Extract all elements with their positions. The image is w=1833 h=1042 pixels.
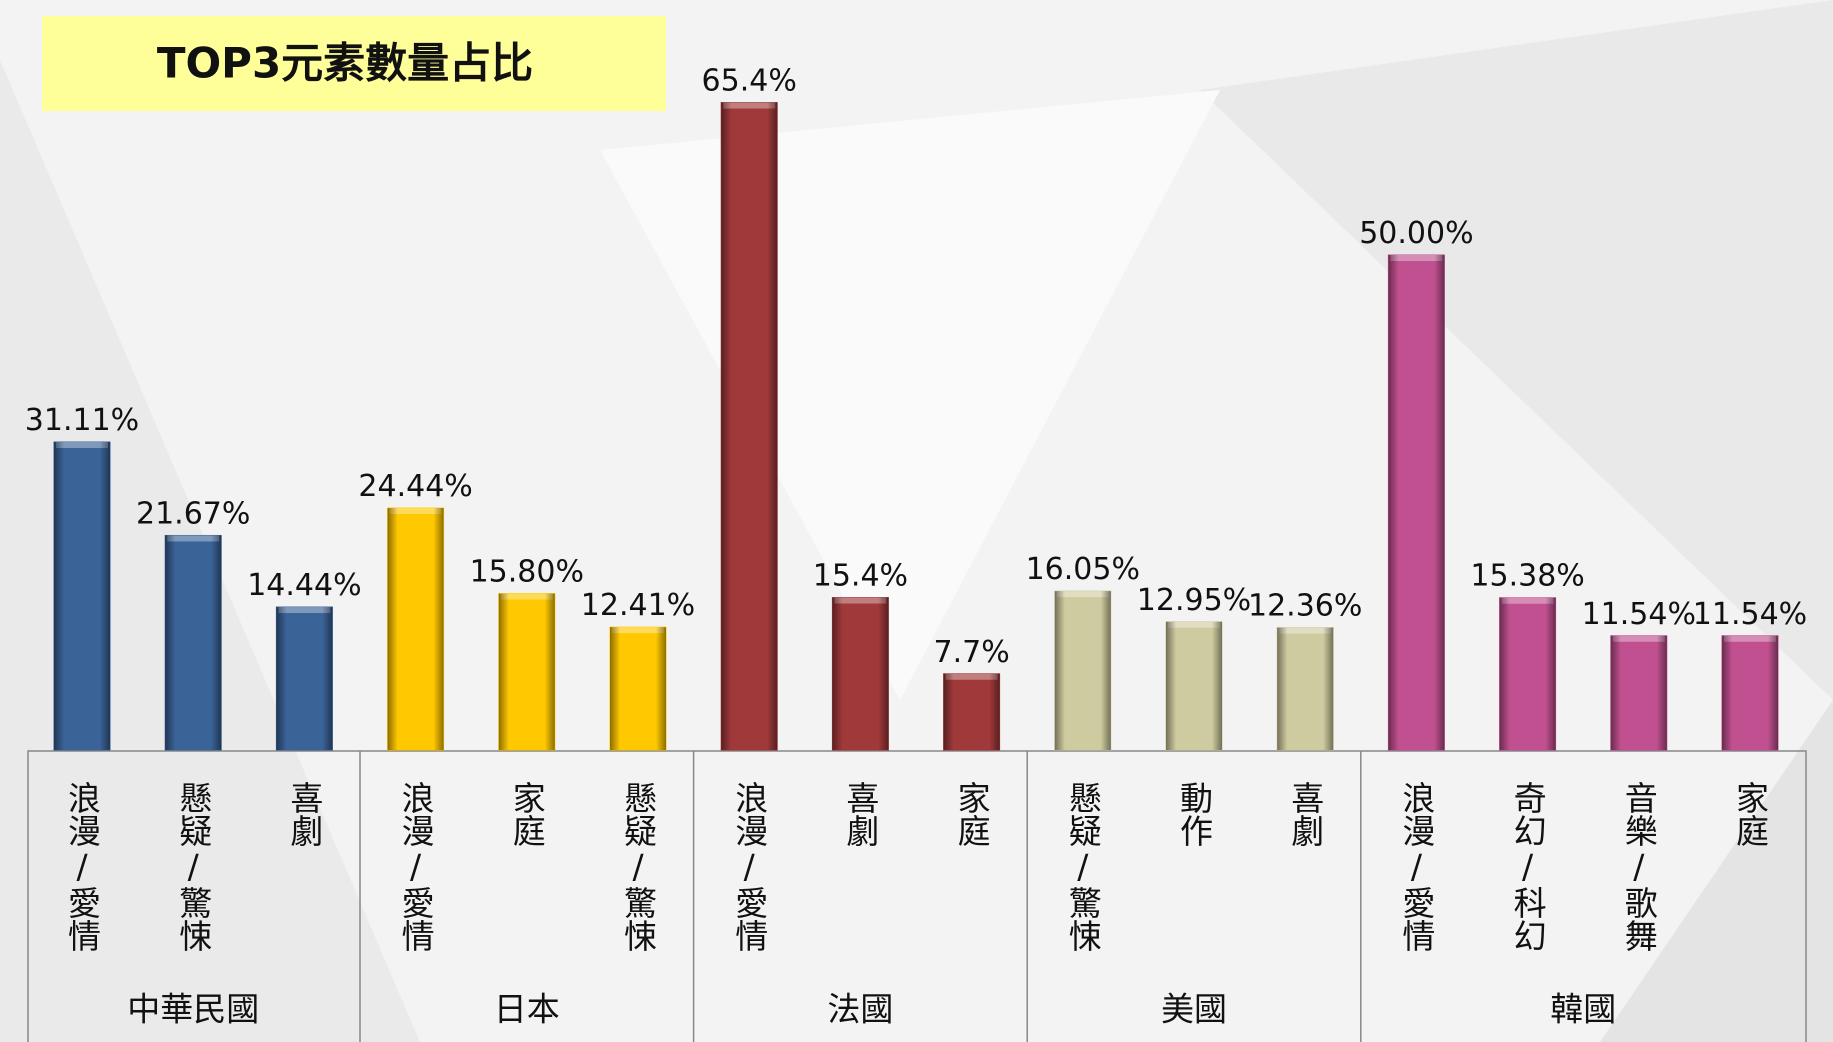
group-label: 日本 bbox=[494, 990, 560, 1029]
data-label: 15.38% bbox=[1470, 559, 1584, 594]
category-label: 浪漫/愛情 bbox=[396, 781, 435, 952]
bar-shade bbox=[276, 607, 333, 750]
axis-table bbox=[27, 750, 1807, 1042]
category-label: 家庭 bbox=[1731, 781, 1770, 847]
bar-shade bbox=[1722, 635, 1778, 750]
bar-shade bbox=[387, 508, 444, 750]
group-label: 韓國 bbox=[1550, 990, 1616, 1029]
data-label: 12.41% bbox=[581, 588, 695, 623]
bar-shade bbox=[54, 442, 110, 750]
chart-title: TOP3元素數量占比 bbox=[157, 39, 533, 88]
data-label: 11.54% bbox=[1582, 597, 1696, 632]
category-label: 音樂/歌舞 bbox=[1619, 781, 1658, 952]
bar-shade bbox=[165, 535, 222, 750]
data-label: 15.4% bbox=[813, 559, 908, 594]
category-label: 奇幻/科幻 bbox=[1508, 781, 1547, 952]
category-label: 懸疑/驚悚 bbox=[619, 781, 658, 952]
data-label: 12.36% bbox=[1248, 589, 1362, 624]
bar-shade bbox=[1499, 597, 1556, 750]
group-label: 中華民國 bbox=[127, 990, 259, 1029]
group-label: 美國 bbox=[1161, 990, 1227, 1029]
bar-shade bbox=[1166, 621, 1222, 750]
bar-shade bbox=[1610, 635, 1667, 750]
data-label: 15.80% bbox=[470, 555, 584, 590]
group-label: 法國 bbox=[827, 990, 893, 1029]
data-label: 31.11% bbox=[25, 403, 139, 438]
title-box bbox=[42, 16, 666, 111]
category-label: 浪漫/愛情 bbox=[730, 781, 769, 952]
bar-shade bbox=[721, 102, 778, 751]
data-label: 24.44% bbox=[358, 469, 472, 504]
category-label: 喜劇 bbox=[285, 781, 324, 847]
category-label: 喜劇 bbox=[841, 781, 880, 847]
bar-shade bbox=[832, 597, 889, 750]
bg-shape bbox=[1600, 700, 1833, 1042]
data-label: 21.67% bbox=[136, 496, 250, 531]
bg-shape bbox=[1200, 0, 1833, 700]
category-label: 喜劇 bbox=[1286, 781, 1325, 847]
category-label: 浪漫/愛情 bbox=[63, 781, 102, 952]
data-label: 50.00% bbox=[1359, 216, 1473, 251]
bar-shade bbox=[1054, 591, 1111, 750]
data-label: 16.05% bbox=[1026, 552, 1140, 587]
category-label: 動作 bbox=[1175, 781, 1214, 847]
data-label: 12.95% bbox=[1137, 583, 1251, 618]
data-label: 7.7% bbox=[933, 635, 1009, 670]
data-label: 11.54% bbox=[1693, 597, 1807, 632]
bar-shade bbox=[610, 627, 666, 750]
category-label: 懸疑/驚悚 bbox=[1063, 781, 1102, 952]
category-label: 浪漫/愛情 bbox=[1397, 781, 1436, 952]
category-label: 家庭 bbox=[952, 781, 991, 847]
bar-shade bbox=[1277, 627, 1334, 750]
bar-shade bbox=[498, 593, 555, 750]
data-label: 14.44% bbox=[247, 568, 361, 603]
category-label: 家庭 bbox=[507, 781, 546, 847]
data-label: 65.4% bbox=[702, 64, 797, 99]
bar-shade bbox=[1388, 255, 1445, 750]
bar-shade bbox=[943, 673, 1000, 750]
category-label: 懸疑/驚悚 bbox=[174, 781, 213, 952]
